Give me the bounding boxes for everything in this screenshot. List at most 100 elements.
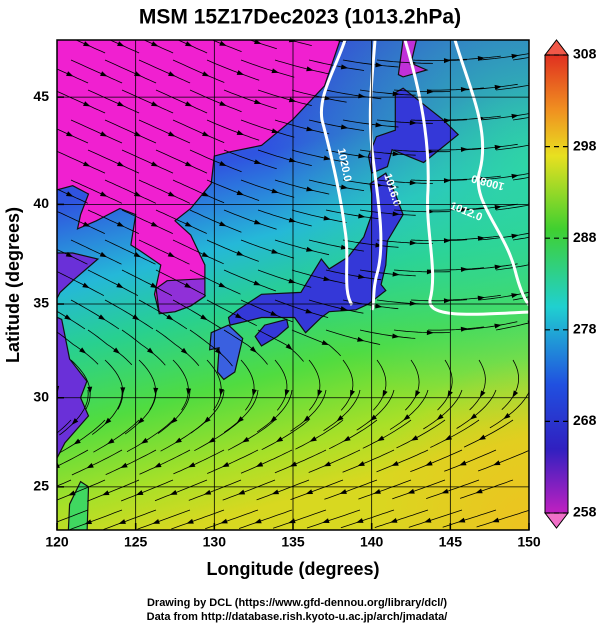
- colorbar-tick-label: 278: [573, 321, 597, 337]
- streamline: [206, 359, 222, 411]
- streamline: [223, 329, 268, 365]
- stream-arrow: [391, 460, 399, 466]
- stream-arrow: [457, 517, 466, 523]
- grid: [57, 40, 529, 530]
- stream-arrow: [511, 173, 519, 179]
- streamline: [4, 450, 54, 476]
- streamline: [427, 326, 484, 331]
- streamline: [138, 59, 191, 84]
- streamline: [359, 269, 416, 277]
- streamline: [342, 449, 395, 473]
- streamline: [291, 149, 347, 163]
- stream-arrow: [83, 41, 91, 47]
- stream-arrow: [120, 462, 128, 468]
- streamline: [206, 119, 260, 141]
- stream-arrow: [116, 282, 124, 289]
- streamline: [501, 359, 520, 410]
- stream-arrow: [392, 91, 400, 97]
- streamline: [291, 329, 341, 357]
- streamline: [121, 209, 173, 234]
- stream-arrow: [200, 314, 208, 321]
- streamline: [257, 269, 312, 288]
- streamline: [227, 419, 276, 451]
- streamline: [57, 310, 86, 330]
- stream-arrow: [382, 389, 388, 398]
- stream-arrow: [323, 461, 331, 467]
- streamline: [172, 359, 189, 411]
- axes: 120 125 130 135 140 145 150 25 30 35 40 45: [33, 88, 540, 550]
- title: MSM 15Z17Dec2023 (1013.2hPa): [139, 6, 461, 29]
- stream-arrow: [66, 71, 74, 77]
- stream-arrow: [87, 386, 93, 394]
- stream-arrow: [65, 251, 74, 258]
- streamline: [105, 449, 157, 475]
- colorbar-extend-bottom: [543, 512, 570, 529]
- streamline: [155, 149, 208, 174]
- streamline: [257, 329, 304, 362]
- stream-arrow: [477, 295, 485, 301]
- stream-arrow: [503, 412, 511, 420]
- stream-arrow: [323, 155, 331, 161]
- stream-arrow: [64, 314, 72, 321]
- streamline: [426, 479, 480, 499]
- streamline: [359, 149, 416, 156]
- stream-arrow: [235, 313, 243, 319]
- stream-arrow: [358, 33, 365, 38]
- streamline: [323, 389, 361, 432]
- stream-arrow: [86, 462, 94, 469]
- streamline: [427, 87, 484, 91]
- stream-arrow: [202, 71, 210, 77]
- stream-arrow: [151, 41, 159, 47]
- stream-arrow: [288, 157, 297, 163]
- streamline: [324, 479, 378, 500]
- streamline: [2, 510, 54, 530]
- stream-arrow: [414, 390, 421, 398]
- streamline: [189, 269, 241, 295]
- stream-arrow: [357, 274, 366, 279]
- streamline: [376, 239, 433, 244]
- streamline: [272, 509, 327, 529]
- stream-arrow: [271, 128, 279, 134]
- stream-arrow: [511, 53, 519, 59]
- streamline: [478, 53, 529, 61]
- streamline: [274, 359, 288, 411]
- streamline: [461, 263, 518, 271]
- stream-arrow: [169, 489, 178, 495]
- streamline: [104, 119, 157, 144]
- stream-arrow: [475, 488, 483, 494]
- streamline: [188, 479, 242, 501]
- streamline: [495, 144, 529, 151]
- stream-arrow: [469, 413, 478, 420]
- streamline: [274, 179, 330, 195]
- stream-arrow: [392, 211, 400, 217]
- streamline: [530, 17, 585, 30]
- streamline: [444, 115, 501, 121]
- streamline: [57, 249, 88, 265]
- streamline: [91, 389, 123, 435]
- stream-arrow: [17, 520, 24, 525]
- stream-arrow: [373, 489, 381, 494]
- stream-arrow: [491, 517, 500, 523]
- streamline: [374, 509, 429, 528]
- stream-arrow: [71, 418, 79, 425]
- streamline: [0, 480, 37, 502]
- streamline: [495, 264, 529, 271]
- streamline: [189, 89, 242, 113]
- streamline: [240, 119, 295, 138]
- stream-arrow: [218, 282, 226, 288]
- streamline: [155, 209, 207, 234]
- streamline: [87, 89, 140, 114]
- stream-arrow: [113, 347, 121, 354]
- streamline: [456, 389, 497, 429]
- stream-arrow: [493, 460, 501, 466]
- stream-arrow: [73, 438, 81, 445]
- stream-arrow: [288, 278, 296, 284]
- streamline: [223, 389, 259, 433]
- streamline: [478, 291, 529, 301]
- streamline: [444, 449, 497, 472]
- streamline: [477, 449, 529, 472]
- streamline: [172, 299, 222, 329]
- streamline: [87, 269, 138, 296]
- streamline: [172, 59, 225, 83]
- streamline: [206, 179, 260, 201]
